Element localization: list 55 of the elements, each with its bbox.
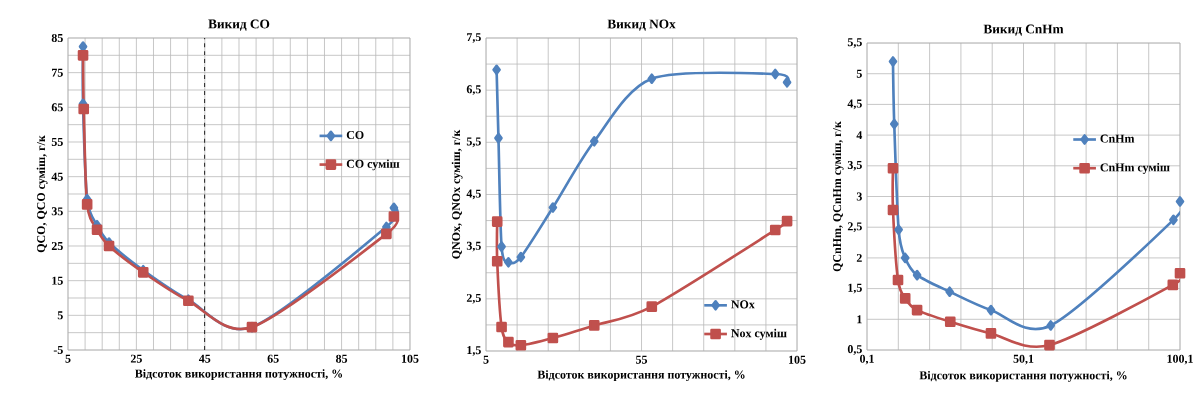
x-tick-label: 55 [636,355,648,364]
chart-title: Викид CnHm [983,24,1064,36]
y-tick-label: 2,5 [466,293,481,304]
legend-label: CnHm [1100,134,1135,143]
y-tick-label: 1,5 [467,346,481,356]
y-tick-label: 65 [51,103,63,112]
x-tick-label: 85 [336,354,348,363]
y-tick-label: 5,5 [466,137,481,148]
legend-label: CO суміш [346,159,400,171]
y-tick-label: 35 [51,207,63,216]
y-tick-label: 25 [51,241,63,251]
x-tick-label: 45 [198,354,211,363]
y-tick-label: 3,5 [847,160,862,171]
y-tick-label: 85 [51,33,63,43]
chart-title: Викид CO [208,19,270,31]
chart-title: Викид NOx [607,19,676,31]
y-tick-label: 75 [52,68,63,77]
y-tick-label: 5 [57,311,63,320]
x-tick-label: 65 [267,354,279,363]
y-tick-label: 0,5 [847,345,862,355]
y-tick-label: 4,5 [847,99,862,110]
y-tick-label: 4 [856,131,863,140]
x-tick-label: 100,1 [1167,354,1193,365]
legend-label: CnHm суміш [1100,163,1170,174]
y-tick-label: 1 [857,315,862,324]
legend-label: Nox суміш [731,328,787,340]
y-axis-title: QCnHm, QCnHm суміш, г/к [832,121,844,272]
x-tick-label: 5 [65,354,71,363]
y-tick-label: 45 [51,172,63,181]
y-tick-label: 2 [856,253,862,262]
y-tick-label: 5,5 [847,38,862,48]
x-tick-label: 50,1 [1013,354,1034,365]
y-tick-label: 15 [52,276,63,285]
legend-label: CO [346,130,364,139]
y-tick-label: 6,5 [466,85,481,96]
legend-label: NOx [731,300,755,309]
x-axis-title: Відсоток використання потужності, % [537,370,745,382]
y-tick-label: -5 [53,346,63,354]
y-tick-label: 7,5 [467,33,481,43]
x-tick-label: 5 [483,355,489,364]
y-axis-title: QCO, QCO суміш, г/к [36,135,48,253]
x-tick-label: 0,1 [860,354,874,365]
y-tick-label: 3,5 [466,241,481,252]
y-tick-label: 4,5 [466,189,481,200]
y-tick-label: 2,5 [847,222,862,233]
y-tick-label: 55 [51,138,63,146]
y-tick-label: 3 [856,192,862,201]
x-tick-label: 105 [401,354,419,363]
x-axis-title: Відсоток використання потужності, % [135,369,343,381]
x-axis-title: Відсоток використання потужності, % [919,370,1127,382]
x-tick-label: 105 [789,355,806,364]
y-axis-title: QNOx, QNOx суміш, г/к [451,129,463,259]
x-tick-label: 25 [130,354,142,363]
y-tick-label: 1,5 [848,283,862,294]
y-tick-label: 5 [856,69,862,78]
